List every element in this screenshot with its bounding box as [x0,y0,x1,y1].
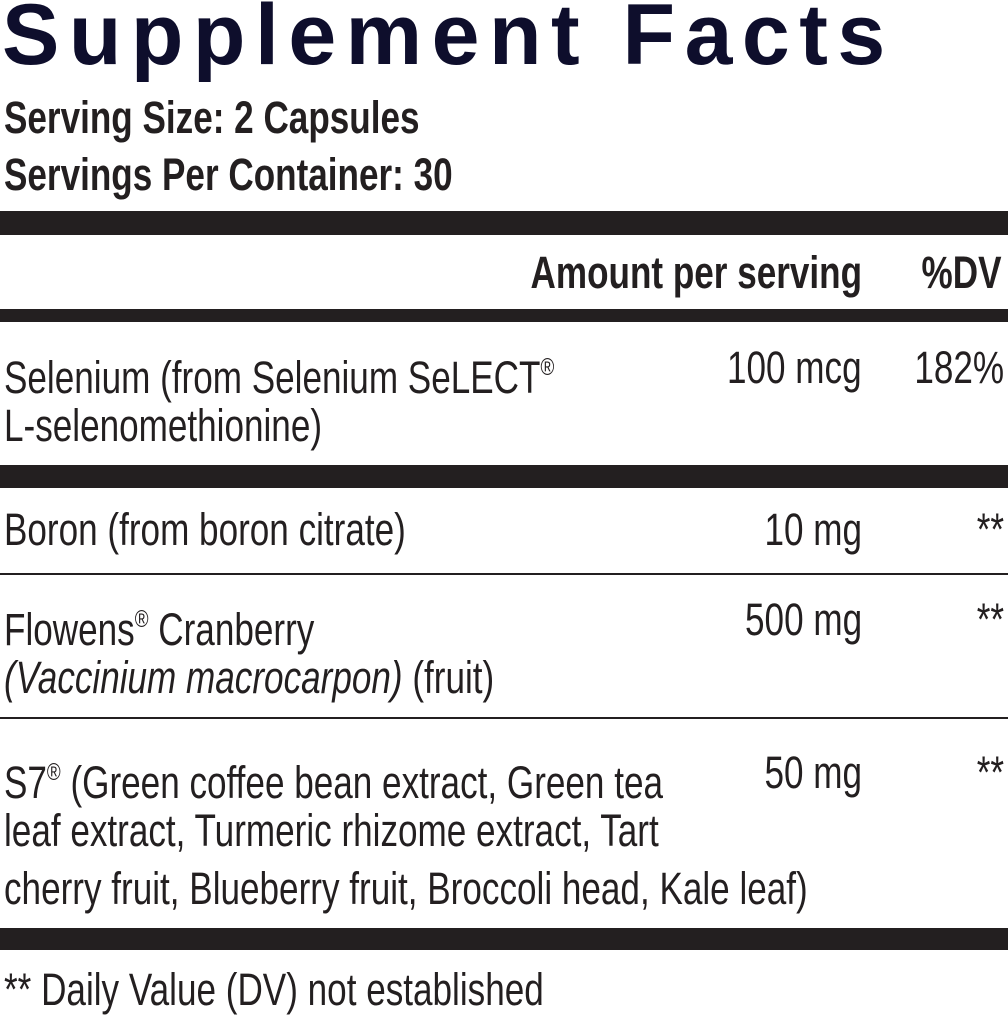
ingredient-amount: 100 mcg [727,342,862,393]
divider-thin [0,717,1008,719]
ingredient-name: Flowens® Cranberry [4,604,315,655]
ingredient-dv: ** [976,747,1004,798]
serving-size: Serving Size: 2 Capsules [4,92,420,143]
ingredient-name-line2: (Vaccinium macrocarpon) (fruit) [4,652,495,703]
ingredient-amount: 10 mg [764,504,862,555]
ingredient-name-line2: L-selenomethionine) [4,400,323,451]
ingredient-dv: ** [976,504,1004,555]
divider-thick [0,928,1008,950]
ingredient-amount: 50 mg [764,747,862,798]
divider-thick [0,211,1008,235]
divider-thin [0,573,1008,575]
divider-medium [0,309,1008,322]
ingredient-dv: ** [976,594,1004,645]
page-title: Supplement Facts [2,0,895,83]
ingredient-amount: 500 mg [744,594,862,645]
servings-per-container: Servings Per Container: 30 [4,149,453,200]
ingredient-name: Selenium (from Selenium SeLECT® [4,352,555,403]
header-dv: %DV [922,247,1002,298]
ingredient-name: Boron (from boron citrate) [4,504,406,555]
ingredient-name-line2: leaf extract, Turmeric rhizome extract, … [4,805,659,856]
ingredient-name: S7® (Green coffee bean extract, Green te… [4,757,663,808]
footnote: ** Daily Value (DV) not established [4,964,544,1015]
ingredient-dv: 182% [914,342,1004,393]
divider-thick [0,465,1008,488]
ingredient-name-line3: cherry fruit, Blueberry fruit, Broccoli … [4,863,808,914]
header-amount: Amount per serving [530,247,862,298]
